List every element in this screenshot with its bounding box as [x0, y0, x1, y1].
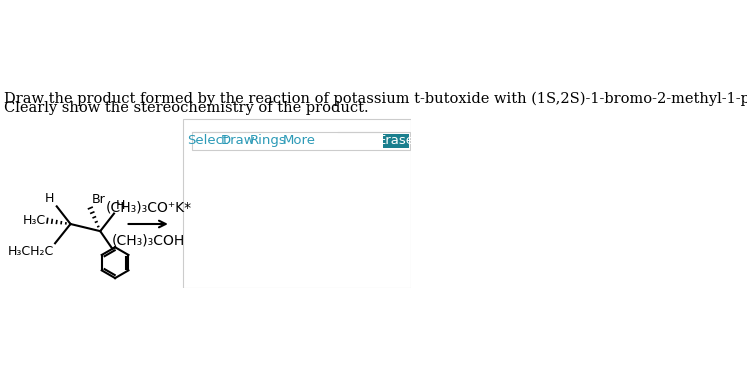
Text: H: H — [45, 192, 54, 205]
Text: H₃C: H₃C — [23, 214, 46, 227]
Text: Draw the product formed by the reaction of potassium t-butoxide with (1S,2S)-1-b: Draw the product formed by the reaction … — [4, 91, 747, 106]
Text: H: H — [117, 199, 125, 212]
Text: (CH₃)₃COH: (CH₃)₃COH — [112, 233, 185, 247]
Text: Clearly show the stereochemistry of the product.: Clearly show the stereochemistry of the … — [4, 101, 369, 115]
Text: H₃CH₂C: H₃CH₂C — [7, 246, 54, 259]
Bar — [184, 119, 412, 288]
Text: More: More — [282, 134, 315, 147]
Text: Draw: Draw — [220, 134, 255, 147]
Bar — [382, 134, 409, 148]
Text: (CH₃)₃CO⁺K*: (CH₃)₃CO⁺K* — [105, 201, 192, 215]
Text: Select: Select — [187, 134, 229, 147]
Text: Br: Br — [91, 193, 105, 206]
Text: Rings: Rings — [249, 134, 287, 147]
Text: Erase: Erase — [377, 134, 415, 147]
Bar — [192, 132, 410, 150]
